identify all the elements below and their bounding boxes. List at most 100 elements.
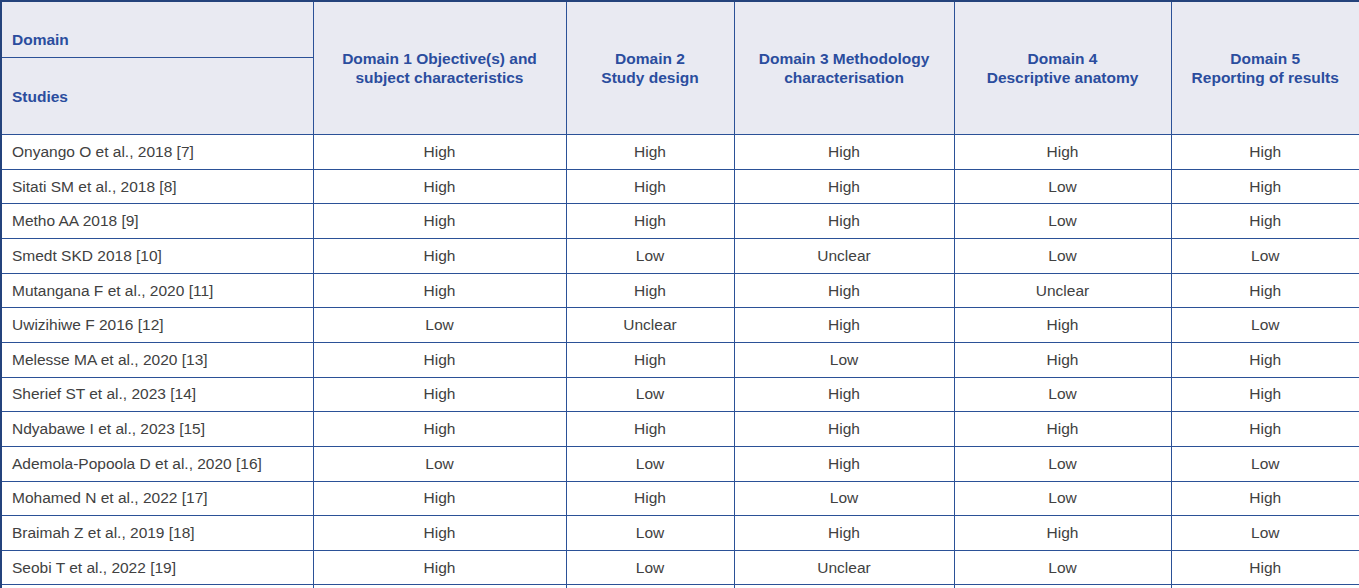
rating-cell: High: [313, 516, 566, 551]
rating-cell: High: [954, 342, 1171, 377]
rating-cell: High: [566, 204, 734, 239]
rating-cell: High: [313, 412, 566, 447]
rating-cell: Low: [1171, 446, 1359, 481]
study-cell: Ndyabawe I et al., 2023 [15]: [1, 412, 313, 447]
rating-cell: High: [566, 169, 734, 204]
table-row: Ademola-Popoola D et al., 2020 [16] Low …: [1, 446, 1359, 481]
rating-cell: Low: [1171, 308, 1359, 343]
study-cell: Ademola-Popoola D et al., 2020 [16]: [1, 446, 313, 481]
study-cell: Melesse MA et al., 2020 [13]: [1, 342, 313, 377]
rating-cell: Low: [954, 550, 1171, 585]
table-row: Mohamed N et al., 2022 [17] High High Lo…: [1, 481, 1359, 516]
rating-cell: High: [1171, 135, 1359, 170]
rating-cell: High: [1171, 412, 1359, 447]
study-cell: Smedt SKD 2018 [10]: [1, 239, 313, 274]
rating-cell: Low: [566, 550, 734, 585]
column-header-domain-3: Domain 3 Methodology characterisation: [734, 1, 954, 135]
study-cell: Uwizihiwe F 2016 [12]: [1, 308, 313, 343]
table-row: Ndyabawe I et al., 2023 [15] High High H…: [1, 412, 1359, 447]
rating-cell: High: [734, 308, 954, 343]
rating-cell: Unclear: [954, 273, 1171, 308]
rating-cell: Low: [313, 308, 566, 343]
study-cell: Braimah Z et al., 2019 [18]: [1, 516, 313, 551]
rating-cell: Low: [1171, 516, 1359, 551]
rating-cell: High: [566, 481, 734, 516]
rating-cell: Low: [566, 446, 734, 481]
rating-cell: High: [734, 204, 954, 239]
rating-cell: Low: [954, 239, 1171, 274]
table-figure: Domain Studies Domain 1 Objective(s) and…: [0, 0, 1359, 588]
table-row: Seobi T et al., 2022 [19] High Low Uncle…: [1, 550, 1359, 585]
column-header-domain-1: Domain 1 Objective(s) and subject charac…: [313, 1, 566, 135]
table-row: Melesse MA et al., 2020 [13] High High L…: [1, 342, 1359, 377]
table-body: Onyango O et al., 2018 [7] High High Hig…: [1, 135, 1359, 588]
rating-cell: High: [954, 516, 1171, 551]
rating-cell: Low: [566, 239, 734, 274]
table-row: Sitati SM et al., 2018 [8] High High Hig…: [1, 169, 1359, 204]
rating-cell: Low: [734, 481, 954, 516]
rating-cell: High: [313, 377, 566, 412]
corner-header-studies: Studies: [2, 78, 313, 115]
study-cell: Sherief ST et al., 2023 [14]: [1, 377, 313, 412]
rating-cell: High: [313, 550, 566, 585]
rating-cell: Low: [954, 377, 1171, 412]
rating-cell: Unclear: [566, 308, 734, 343]
corner-header-domain: Domain: [2, 21, 313, 58]
column-header-domain-2: Domain 2 Study design: [566, 1, 734, 135]
rating-cell: Low: [313, 446, 566, 481]
study-cell: Sitati SM et al., 2018 [8]: [1, 169, 313, 204]
rating-cell: Low: [566, 516, 734, 551]
rating-cell: Low: [954, 204, 1171, 239]
rating-cell: High: [313, 204, 566, 239]
table-row: Mutangana F et al., 2020 [11] High High …: [1, 273, 1359, 308]
rating-cell: High: [954, 135, 1171, 170]
rating-cell: High: [566, 412, 734, 447]
rating-cell: Low: [566, 377, 734, 412]
rating-cell: Low: [954, 446, 1171, 481]
rating-cell: High: [1171, 481, 1359, 516]
rating-cell: High: [734, 412, 954, 447]
table-row: Sherief ST et al., 2023 [14] High Low Hi…: [1, 377, 1359, 412]
aqua-domain-table: Domain Studies Domain 1 Objective(s) and…: [0, 0, 1359, 588]
column-header-domain-5: Domain 5 Reporting of results: [1171, 1, 1359, 135]
rating-cell: Low: [1171, 239, 1359, 274]
rating-cell: High: [954, 308, 1171, 343]
rating-cell: High: [313, 239, 566, 274]
rating-cell: High: [313, 169, 566, 204]
rating-cell: High: [566, 273, 734, 308]
study-cell: Metho AA 2018 [9]: [1, 204, 313, 239]
study-cell: Onyango O et al., 2018 [7]: [1, 135, 313, 170]
table-row: Onyango O et al., 2018 [7] High High Hig…: [1, 135, 1359, 170]
rating-cell: High: [313, 273, 566, 308]
rating-cell: Low: [954, 481, 1171, 516]
table-row: Metho AA 2018 [9] High High High Low Hig…: [1, 204, 1359, 239]
rating-cell: High: [1171, 273, 1359, 308]
rating-cell: Unclear: [734, 550, 954, 585]
rating-cell: High: [1171, 377, 1359, 412]
column-header-domain-4: Domain 4 Descriptive anatomy: [954, 1, 1171, 135]
table-header: Domain Studies Domain 1 Objective(s) and…: [1, 1, 1359, 135]
study-cell: Mutangana F et al., 2020 [11]: [1, 273, 313, 308]
rating-cell: Low: [954, 169, 1171, 204]
table-row: Uwizihiwe F 2016 [12] Low Unclear High H…: [1, 308, 1359, 343]
study-cell: Mohamed N et al., 2022 [17]: [1, 481, 313, 516]
corner-header: Domain Studies: [1, 1, 313, 135]
rating-cell: High: [954, 412, 1171, 447]
table-row: Smedt SKD 2018 [10] High Low Unclear Low…: [1, 239, 1359, 274]
table-row: Braimah Z et al., 2019 [18] High Low Hig…: [1, 516, 1359, 551]
rating-cell: High: [566, 135, 734, 170]
rating-cell: High: [734, 377, 954, 412]
rating-cell: High: [1171, 342, 1359, 377]
rating-cell: High: [734, 516, 954, 551]
rating-cell: Unclear: [734, 239, 954, 274]
rating-cell: High: [1171, 550, 1359, 585]
rating-cell: High: [734, 169, 954, 204]
rating-cell: High: [1171, 204, 1359, 239]
header-row: Domain Studies Domain 1 Objective(s) and…: [1, 1, 1359, 135]
rating-cell: High: [313, 481, 566, 516]
rating-cell: Low: [734, 342, 954, 377]
rating-cell: High: [734, 446, 954, 481]
rating-cell: High: [313, 135, 566, 170]
rating-cell: High: [734, 273, 954, 308]
study-cell: Seobi T et al., 2022 [19]: [1, 550, 313, 585]
